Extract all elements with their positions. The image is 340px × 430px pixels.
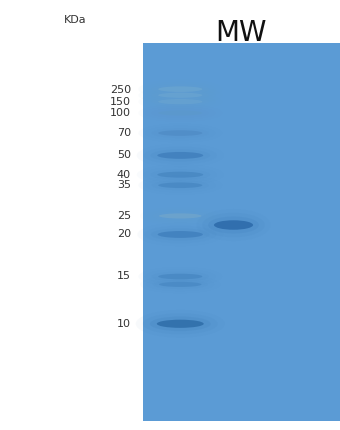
Ellipse shape <box>152 180 209 190</box>
Ellipse shape <box>157 172 203 178</box>
Ellipse shape <box>150 169 210 180</box>
Text: 15: 15 <box>117 271 131 282</box>
Text: 50: 50 <box>117 150 131 160</box>
Text: 25: 25 <box>117 211 131 221</box>
Ellipse shape <box>153 280 208 289</box>
Ellipse shape <box>152 271 209 282</box>
Ellipse shape <box>152 84 209 94</box>
Text: 70: 70 <box>117 128 131 138</box>
Ellipse shape <box>158 86 202 92</box>
Text: 35: 35 <box>117 180 131 190</box>
Text: 150: 150 <box>110 97 131 107</box>
Ellipse shape <box>159 213 202 218</box>
Ellipse shape <box>158 92 202 98</box>
Text: 40: 40 <box>117 170 131 180</box>
Ellipse shape <box>151 228 210 241</box>
Ellipse shape <box>152 108 209 118</box>
Ellipse shape <box>157 152 203 159</box>
Ellipse shape <box>158 111 202 116</box>
Ellipse shape <box>158 130 202 136</box>
Ellipse shape <box>208 216 259 233</box>
Ellipse shape <box>158 99 202 104</box>
Text: MW: MW <box>216 19 267 47</box>
Ellipse shape <box>150 149 210 162</box>
Ellipse shape <box>158 273 202 279</box>
Text: 10: 10 <box>117 319 131 329</box>
Ellipse shape <box>150 316 211 331</box>
Text: KDa: KDa <box>64 15 86 25</box>
Ellipse shape <box>152 97 209 106</box>
Text: 20: 20 <box>117 230 131 240</box>
Ellipse shape <box>152 91 209 100</box>
Bar <box>143 43 340 421</box>
Text: 250: 250 <box>110 85 131 95</box>
Ellipse shape <box>159 282 202 287</box>
Ellipse shape <box>158 182 202 188</box>
Ellipse shape <box>143 313 218 335</box>
Ellipse shape <box>214 220 253 230</box>
Ellipse shape <box>158 231 203 238</box>
Text: 100: 100 <box>110 108 131 118</box>
Ellipse shape <box>153 211 208 221</box>
Ellipse shape <box>157 319 204 328</box>
Ellipse shape <box>152 128 209 138</box>
